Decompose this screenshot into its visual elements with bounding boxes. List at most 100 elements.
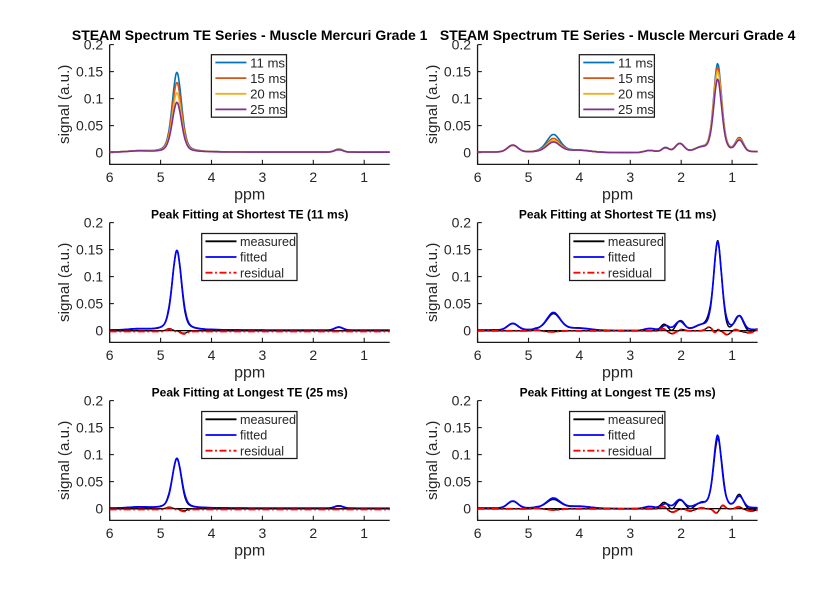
svg-text:0.15: 0.15 bbox=[76, 420, 103, 436]
svg-text:residual: residual bbox=[608, 444, 652, 458]
svg-text:15 ms: 15 ms bbox=[250, 71, 286, 86]
svg-text:5: 5 bbox=[525, 169, 533, 185]
svg-text:0: 0 bbox=[463, 501, 471, 517]
svg-text:0: 0 bbox=[95, 145, 103, 161]
svg-text:0.05: 0.05 bbox=[76, 474, 103, 490]
svg-text:0: 0 bbox=[95, 501, 103, 517]
svg-text:1: 1 bbox=[728, 347, 736, 363]
svg-text:5: 5 bbox=[157, 525, 165, 541]
svg-text:0: 0 bbox=[463, 145, 471, 161]
svg-text:1: 1 bbox=[728, 525, 736, 541]
svg-text:measured: measured bbox=[240, 413, 296, 427]
svg-text:6: 6 bbox=[106, 525, 114, 541]
svg-text:6: 6 bbox=[106, 347, 114, 363]
svg-text:ppm: ppm bbox=[602, 543, 633, 560]
svg-text:1: 1 bbox=[360, 347, 368, 363]
svg-text:0.1: 0.1 bbox=[84, 91, 104, 107]
svg-text:STEAM Spectrum TE Series - Mus: STEAM Spectrum TE Series - Muscle Mercur… bbox=[72, 27, 428, 43]
svg-text:0.15: 0.15 bbox=[76, 64, 103, 80]
svg-text:1: 1 bbox=[360, 525, 368, 541]
svg-text:2: 2 bbox=[677, 169, 685, 185]
svg-text:Peak Fitting at Shortest TE (1: Peak Fitting at Shortest TE (11 ms) bbox=[519, 208, 716, 222]
svg-text:2: 2 bbox=[677, 347, 685, 363]
svg-text:6: 6 bbox=[106, 169, 114, 185]
svg-text:3: 3 bbox=[626, 169, 634, 185]
svg-text:4: 4 bbox=[576, 525, 584, 541]
svg-text:0.1: 0.1 bbox=[452, 91, 472, 107]
svg-text:0.2: 0.2 bbox=[452, 37, 472, 53]
svg-text:0.05: 0.05 bbox=[444, 296, 471, 312]
svg-text:measured: measured bbox=[608, 413, 664, 427]
svg-text:0.15: 0.15 bbox=[444, 420, 471, 436]
svg-text:5: 5 bbox=[525, 525, 533, 541]
svg-text:0.2: 0.2 bbox=[84, 215, 104, 231]
svg-text:5: 5 bbox=[525, 347, 533, 363]
svg-text:0.1: 0.1 bbox=[84, 447, 104, 463]
svg-text:signal (a.u.): signal (a.u.) bbox=[424, 65, 441, 144]
svg-text:0: 0 bbox=[463, 323, 471, 339]
svg-text:fitted: fitted bbox=[240, 251, 267, 265]
svg-text:Peak Fitting at Shortest TE (1: Peak Fitting at Shortest TE (11 ms) bbox=[151, 208, 348, 222]
svg-text:25 ms: 25 ms bbox=[618, 102, 654, 117]
svg-text:Peak Fitting at Longest TE (25: Peak Fitting at Longest TE (25 ms) bbox=[520, 386, 716, 400]
svg-text:1: 1 bbox=[728, 169, 736, 185]
svg-text:0.1: 0.1 bbox=[452, 269, 472, 285]
svg-text:residual: residual bbox=[608, 266, 652, 280]
svg-text:0.1: 0.1 bbox=[84, 269, 104, 285]
svg-text:0.15: 0.15 bbox=[444, 64, 471, 80]
svg-text:0.05: 0.05 bbox=[444, 118, 471, 134]
svg-text:2: 2 bbox=[677, 525, 685, 541]
svg-text:0.05: 0.05 bbox=[76, 118, 103, 134]
svg-text:ppm: ppm bbox=[602, 365, 633, 382]
svg-text:15 ms: 15 ms bbox=[618, 71, 654, 86]
svg-text:ppm: ppm bbox=[234, 187, 265, 204]
svg-text:11 ms: 11 ms bbox=[250, 55, 285, 70]
svg-text:signal (a.u.): signal (a.u.) bbox=[56, 65, 73, 144]
svg-text:0.05: 0.05 bbox=[444, 474, 471, 490]
svg-text:signal (a.u.): signal (a.u.) bbox=[56, 243, 73, 322]
svg-text:0.2: 0.2 bbox=[84, 393, 104, 409]
svg-text:residual: residual bbox=[240, 266, 284, 280]
svg-text:3: 3 bbox=[626, 525, 634, 541]
svg-text:4: 4 bbox=[208, 169, 216, 185]
svg-text:signal (a.u.): signal (a.u.) bbox=[424, 421, 441, 500]
svg-text:4: 4 bbox=[208, 347, 216, 363]
svg-text:3: 3 bbox=[259, 347, 267, 363]
svg-text:11 ms: 11 ms bbox=[618, 55, 653, 70]
svg-text:ppm: ppm bbox=[234, 543, 265, 560]
svg-text:residual: residual bbox=[240, 444, 284, 458]
svg-text:fitted: fitted bbox=[240, 429, 267, 443]
svg-text:0.05: 0.05 bbox=[76, 296, 103, 312]
svg-text:0: 0 bbox=[95, 323, 103, 339]
svg-text:0.2: 0.2 bbox=[452, 393, 472, 409]
svg-text:3: 3 bbox=[259, 169, 267, 185]
svg-text:ppm: ppm bbox=[602, 187, 633, 204]
svg-text:25 ms: 25 ms bbox=[250, 102, 286, 117]
svg-text:0.15: 0.15 bbox=[76, 242, 103, 258]
svg-text:measured: measured bbox=[240, 235, 296, 249]
svg-text:signal (a.u.): signal (a.u.) bbox=[56, 421, 73, 500]
svg-text:5: 5 bbox=[157, 347, 165, 363]
svg-text:2: 2 bbox=[309, 525, 317, 541]
svg-text:20 ms: 20 ms bbox=[250, 87, 286, 102]
svg-text:signal (a.u.): signal (a.u.) bbox=[424, 243, 441, 322]
svg-text:0.2: 0.2 bbox=[84, 37, 104, 53]
svg-text:Peak Fitting at Longest TE (25: Peak Fitting at Longest TE (25 ms) bbox=[152, 386, 348, 400]
svg-text:0.15: 0.15 bbox=[444, 242, 471, 258]
svg-text:0.1: 0.1 bbox=[452, 447, 472, 463]
svg-text:20 ms: 20 ms bbox=[618, 87, 654, 102]
svg-text:3: 3 bbox=[626, 347, 634, 363]
svg-text:1: 1 bbox=[360, 169, 368, 185]
svg-text:fitted: fitted bbox=[608, 429, 635, 443]
svg-text:ppm: ppm bbox=[234, 365, 265, 382]
svg-text:4: 4 bbox=[576, 169, 584, 185]
svg-text:6: 6 bbox=[474, 347, 482, 363]
svg-text:5: 5 bbox=[157, 169, 165, 185]
svg-text:2: 2 bbox=[309, 169, 317, 185]
svg-text:4: 4 bbox=[576, 347, 584, 363]
svg-text:4: 4 bbox=[208, 525, 216, 541]
svg-text:0.2: 0.2 bbox=[452, 215, 472, 231]
svg-text:STEAM Spectrum TE Series - Mus: STEAM Spectrum TE Series - Muscle Mercur… bbox=[440, 27, 796, 43]
svg-text:3: 3 bbox=[259, 525, 267, 541]
svg-text:2: 2 bbox=[309, 347, 317, 363]
